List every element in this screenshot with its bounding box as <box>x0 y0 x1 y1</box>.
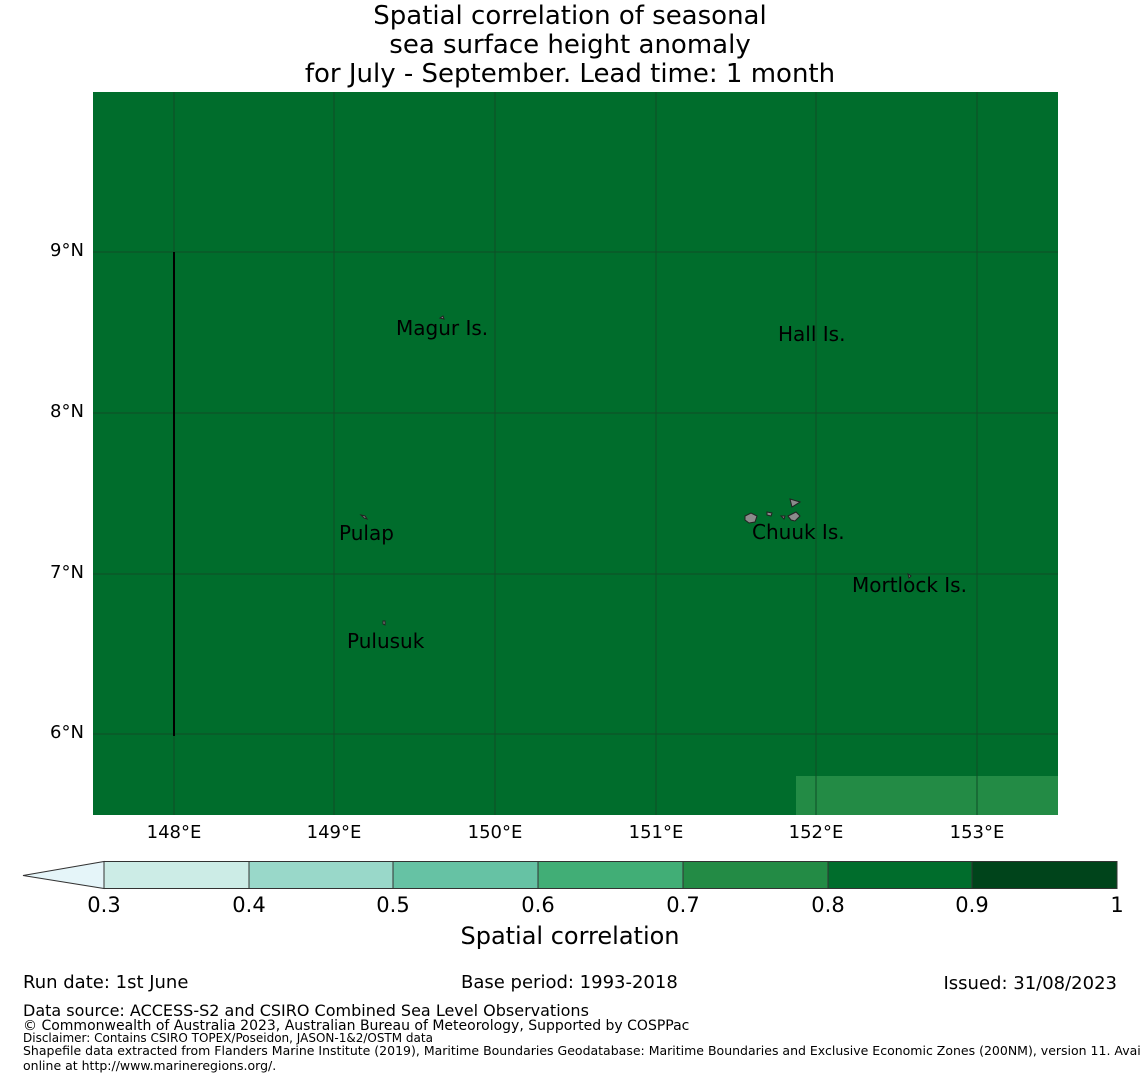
place-label-mortlock: Mortlock Is. <box>852 573 967 597</box>
colorbar-tick-1: 1 <box>1110 893 1124 917</box>
island-magur <box>438 315 445 320</box>
island-chuuk-3 <box>779 515 786 520</box>
title-line-3: for July - September. Lead time: 1 month <box>304 59 836 89</box>
shapefile-credit-line-1: Shapefile data extracted from Flanders M… <box>23 1043 1140 1058</box>
place-label-pulusuk: Pulusuk <box>347 629 425 653</box>
lat-label-8: 8°N <box>50 401 84 422</box>
colorbar-bin-0.5-0.6 <box>392 861 539 889</box>
lon-label-153: 153°E <box>949 822 1005 843</box>
colorbar-bin-0.8-0.9 <box>827 861 973 889</box>
colorbar-bin-0.6-0.7 <box>537 861 684 889</box>
lon-label-150: 150°E <box>467 822 523 843</box>
disclaimer: Disclaimer: Contains CSIRO TOPEX/Poseido… <box>23 1031 433 1045</box>
shapefile-credit-line-2: online at http://www.marineregions.org/. <box>23 1058 277 1073</box>
colorbar-bin-0.9-1 <box>971 861 1118 889</box>
map-background <box>93 92 1058 815</box>
colorbar-tick-0.6: 0.6 <box>521 893 555 917</box>
island-mortlock <box>907 572 912 579</box>
lon-label-151: 151°E <box>628 822 684 843</box>
base-period: Base period: 1993-2018 <box>461 972 678 993</box>
colorbar <box>22 860 1118 890</box>
island-chuuk-4 <box>789 498 802 508</box>
colorbar-label: Spatial correlation <box>460 922 680 950</box>
colorbar-tick-0.3: 0.3 <box>87 893 121 917</box>
lower-right-shaded-region <box>796 776 1058 815</box>
place-label-pulap: Pulap <box>339 521 394 545</box>
lon-label-149: 149°E <box>306 822 362 843</box>
issued-date: Issued: 31/08/2023 <box>943 973 1117 994</box>
colorbar-tick-0.7: 0.7 <box>666 893 700 917</box>
colorbar-extend-arrow <box>22 860 105 890</box>
island-chuuk-2 <box>766 511 773 517</box>
copyright: © Commonwealth of Australia 2023, Austra… <box>23 1018 690 1034</box>
lat-label-9: 9°N <box>50 240 84 261</box>
place-label-hall: Hall Is. <box>778 322 846 346</box>
lon-label-152: 152°E <box>788 822 844 843</box>
title-line-2: sea surface height anomaly <box>389 30 751 60</box>
lon-label-148: 148°E <box>146 822 202 843</box>
lat-label-7: 7°N <box>50 562 84 583</box>
lat-label-6: 6°N <box>50 722 84 743</box>
colorbar-bin-0.4-0.5 <box>248 861 394 889</box>
place-label-magur: Magur Is. <box>396 316 489 340</box>
colorbar-bin-0.3-0.4 <box>103 861 250 889</box>
place-label-chuuk: Chuuk Is. <box>752 520 845 544</box>
colorbar-tick-0.8: 0.8 <box>811 893 845 917</box>
island-pulap <box>359 514 369 520</box>
colorbar-bin-0.7-0.8 <box>682 861 829 889</box>
map-title: Spatial correlation of seasonal sea surf… <box>0 2 1140 89</box>
run-date: Run date: 1st June <box>23 972 189 993</box>
island-pulusuk <box>382 620 386 626</box>
island-chuuk-5 <box>787 511 801 522</box>
data-source: Data source: ACCESS-S2 and CSIRO Combine… <box>23 1001 589 1020</box>
graticule <box>93 92 1058 815</box>
island-shapes <box>359 315 912 626</box>
colorbar-tick-0.5: 0.5 <box>376 893 410 917</box>
colorbar-tick-0.4: 0.4 <box>232 893 266 917</box>
island-chuuk-1 <box>744 512 758 524</box>
title-line-1: Spatial correlation of seasonal <box>373 1 767 31</box>
colorbar-tick-0.9: 0.9 <box>955 893 989 917</box>
